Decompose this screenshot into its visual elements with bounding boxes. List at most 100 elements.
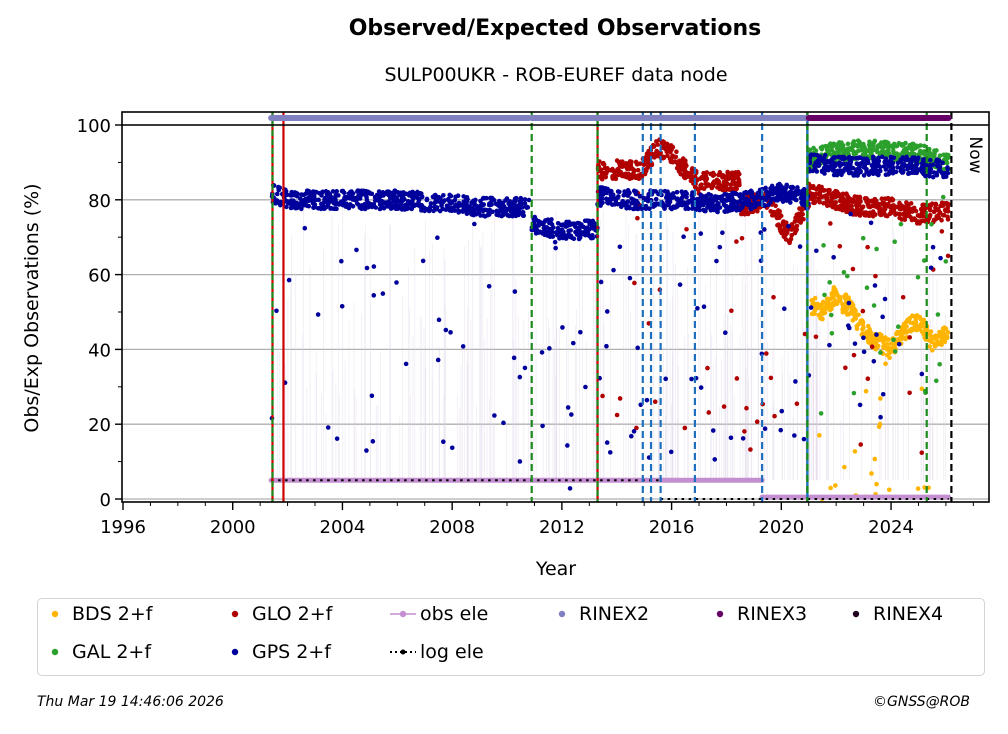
data-point-glo	[770, 209, 775, 215]
data-point-bds	[809, 311, 815, 317]
data-point-bds	[913, 317, 919, 322]
data-point-gps	[349, 189, 354, 194]
data-point-gps	[789, 185, 794, 191]
data-point-glo	[933, 201, 939, 207]
data-point-gps	[313, 197, 318, 203]
data-point-gal	[898, 221, 904, 227]
data-point-gps	[330, 189, 336, 194]
data-point-gps	[874, 162, 879, 168]
data-point-gps	[780, 187, 785, 193]
data-point-gps	[701, 304, 707, 310]
data-point-gps	[741, 200, 747, 206]
data-point-gal	[827, 142, 832, 148]
data-point-gps	[364, 265, 370, 271]
data-point-glo	[763, 351, 769, 356]
data-point-gps	[882, 296, 888, 302]
data-point-gps	[664, 193, 670, 199]
data-point-glo	[748, 447, 753, 452]
data-point-glo	[882, 201, 887, 206]
data-point-glo	[857, 211, 863, 216]
data-point-glo	[665, 144, 670, 149]
data-point-gps	[684, 194, 689, 200]
data-point-gps	[436, 317, 442, 323]
data-point-gps	[380, 205, 385, 210]
data-point-gps	[846, 300, 852, 306]
data-point-gps	[883, 167, 889, 172]
data-point-gps	[871, 157, 876, 162]
data-point-gps	[356, 193, 361, 199]
data-point-gps	[795, 185, 800, 190]
data-point-glo	[888, 208, 894, 214]
data-point-gal	[811, 145, 816, 151]
data-point-bds	[932, 343, 938, 349]
data-point-gps	[441, 439, 446, 445]
data-point-glo	[828, 221, 833, 226]
data-point-gps	[801, 194, 807, 200]
legend-marker	[386, 642, 420, 662]
data-point-gps	[599, 196, 604, 202]
legend-marker-icon	[716, 610, 724, 618]
data-point-gps	[847, 155, 852, 161]
data-point-glo	[771, 294, 776, 300]
data-point-gps	[575, 220, 581, 226]
data-point-gps	[536, 223, 542, 228]
y-tick-label: 0	[100, 490, 111, 511]
data-point-gps	[560, 222, 565, 228]
data-point-glo	[873, 273, 878, 279]
data-point-gps	[690, 206, 695, 211]
data-point-gps	[500, 200, 506, 206]
data-point-glo	[858, 442, 864, 447]
legend-marker	[38, 642, 72, 662]
data-point-gps	[590, 225, 596, 231]
data-point-glo	[840, 201, 846, 206]
data-point-glo	[899, 217, 905, 222]
data-point-glo	[645, 160, 651, 165]
data-point-gps	[663, 376, 669, 382]
data-point-gps	[771, 196, 777, 201]
legend-marker-icon	[51, 648, 59, 656]
data-point-gps	[854, 167, 860, 172]
data-point-gps	[930, 244, 936, 250]
data-point-gps	[560, 325, 565, 330]
data-point-gps	[778, 196, 784, 202]
data-point-gps	[404, 206, 410, 212]
data-point-gps	[833, 172, 839, 178]
data-point-gps	[745, 201, 751, 207]
data-point-glo	[833, 194, 839, 200]
data-point-glo	[816, 184, 822, 190]
data-point-gps	[585, 225, 590, 230]
data-point-gps	[672, 205, 678, 210]
data-point-bds	[918, 323, 924, 329]
data-point-gal	[827, 280, 833, 285]
data-point-gal	[851, 143, 856, 149]
data-point-gps	[605, 186, 610, 192]
data-point-gps	[332, 196, 338, 202]
data-point-gps	[532, 225, 537, 231]
data-point-gal	[846, 146, 852, 151]
data-point-bds	[903, 319, 909, 325]
legend-dot	[231, 610, 239, 618]
data-point-glo	[779, 228, 785, 233]
data-point-gps	[518, 195, 524, 201]
x-tick-label: 1996	[100, 517, 146, 538]
data-point-bds	[856, 312, 861, 318]
data-point-gps	[819, 168, 825, 174]
data-point-gps	[464, 211, 470, 217]
data-point-glo	[754, 419, 760, 425]
data-point-gps	[645, 195, 651, 201]
data-point-gps	[822, 161, 828, 167]
data-point-gps	[443, 327, 449, 333]
data-point-gps	[647, 206, 652, 212]
data-point-bds	[820, 316, 825, 322]
data-point-gps	[857, 402, 863, 408]
data-point-bds	[935, 333, 940, 339]
data-point-gps	[557, 230, 563, 235]
data-point-glo	[661, 139, 666, 145]
data-point-gal	[892, 349, 898, 354]
data-point-gps	[371, 264, 377, 269]
data-point-bds	[854, 323, 860, 329]
data-point-bds	[842, 295, 848, 301]
data-point-gps	[863, 166, 869, 172]
data-point-glo	[729, 308, 734, 314]
data-point-gps	[480, 202, 486, 208]
